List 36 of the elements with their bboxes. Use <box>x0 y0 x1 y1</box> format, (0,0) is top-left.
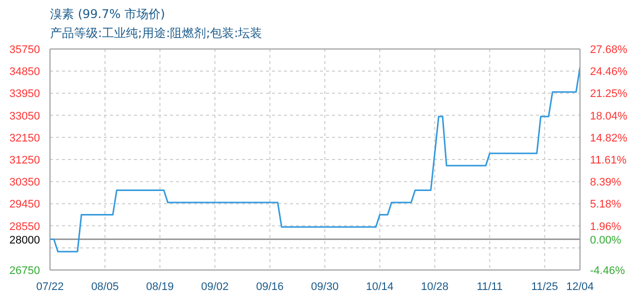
y2-tick-label: 14.82% <box>590 132 628 144</box>
x-tick-label: 07/22 <box>36 281 64 293</box>
y-tick-label: 28000 <box>9 234 40 246</box>
chart-subtitle: 产品等级:工业纯;用途:阻燃剂;包装:坛装 <box>50 25 262 42</box>
x-tick-label: 09/30 <box>311 281 339 293</box>
y2-tick-label: 8.39% <box>590 176 622 189</box>
y2-tick-label: 27.68% <box>590 44 628 56</box>
y2-tick-label: 1.96% <box>590 220 622 233</box>
y-tick-label: 35750 <box>9 44 40 56</box>
x-tick-label: 09/16 <box>256 281 284 293</box>
y-tick-label: 28550 <box>9 220 40 233</box>
x-tick-label: 10/14 <box>366 281 394 293</box>
x-tick-label: 11/11 <box>476 281 503 293</box>
y2-tick-label: 5.18% <box>590 198 622 211</box>
y2-tick-label: 18.04% <box>590 110 628 122</box>
chart-title: 溴素 (99.7% 市场价) <box>50 6 166 23</box>
line-series <box>50 66 580 252</box>
y-tick-label: 33950 <box>9 88 40 100</box>
y-tick-label: 30350 <box>9 176 40 189</box>
y-tick-label: 26750 <box>9 265 40 277</box>
x-tick-label: 09/02 <box>201 281 229 293</box>
y-tick-label: 31250 <box>9 154 40 166</box>
y2-tick-label: 21.25% <box>590 88 628 100</box>
x-tick-label: 12/04 <box>566 281 594 293</box>
x-tick-label: 08/19 <box>146 281 174 293</box>
y2-tick-label: -4.46% <box>590 265 626 277</box>
x-tick-label: 11/25 <box>531 281 558 293</box>
y-tick-label: 33050 <box>9 110 40 122</box>
x-tick-label: 08/05 <box>91 281 119 293</box>
y2-tick-label: 0.00% <box>590 234 622 246</box>
y-tick-label: 34850 <box>9 66 40 78</box>
x-tick-label: 10/28 <box>420 281 449 293</box>
y-tick-label: 29450 <box>9 198 40 211</box>
y-tick-label: 32150 <box>9 132 40 144</box>
y2-tick-label: 24.46% <box>590 66 628 78</box>
y2-tick-label: 11.61% <box>590 154 627 166</box>
